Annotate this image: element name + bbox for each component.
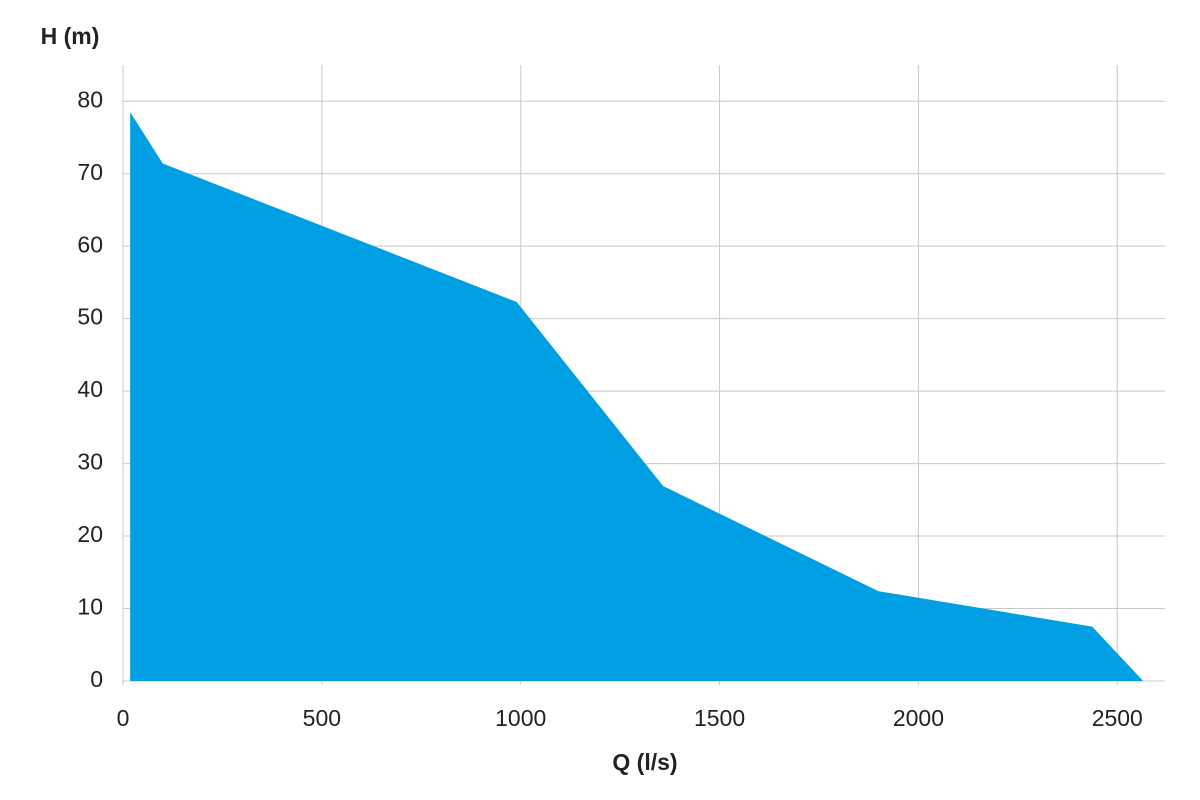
y-tick-label: 50 xyxy=(77,304,103,330)
area xyxy=(130,112,1144,681)
x-tick-label: 2500 xyxy=(1092,705,1143,731)
y-axis-title: H (m) xyxy=(41,23,100,49)
x-tick-label: 500 xyxy=(303,705,341,731)
y-tick-label: 40 xyxy=(77,376,103,402)
y-tick-label: 70 xyxy=(77,159,103,185)
x-axis-title: Q (l/s) xyxy=(612,749,677,775)
y-tick-label: 80 xyxy=(77,86,103,112)
y-tick-label: 30 xyxy=(77,449,103,475)
x-tick-label: 0 xyxy=(117,705,130,731)
x-tick-label: 1000 xyxy=(495,705,546,731)
x-tick-label: 1500 xyxy=(694,705,745,731)
y-tick-label: 60 xyxy=(77,231,103,257)
x-tick-label: 2000 xyxy=(893,705,944,731)
y-tick-label: 0 xyxy=(90,666,103,692)
y-tick-label: 10 xyxy=(77,594,103,620)
y-tick-label: 20 xyxy=(77,521,103,547)
